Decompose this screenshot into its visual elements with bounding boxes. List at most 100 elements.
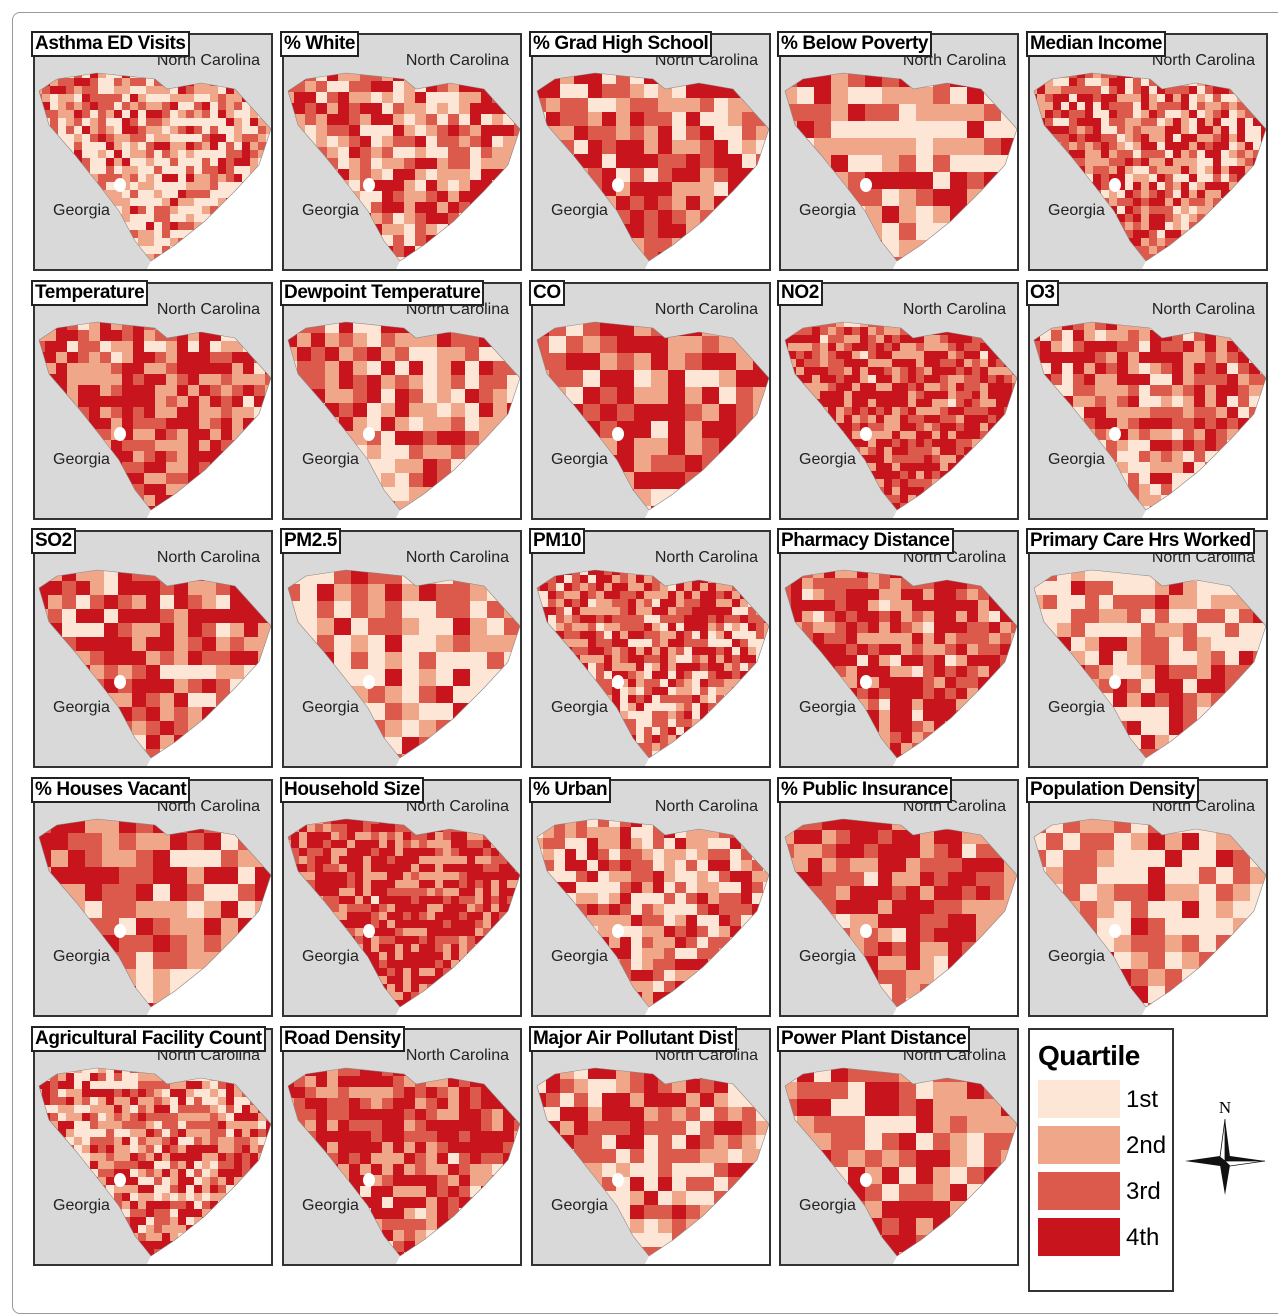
tract — [533, 196, 549, 214]
tract — [1012, 335, 1017, 347]
tract — [90, 749, 108, 765]
tract — [66, 190, 77, 202]
tract — [48, 749, 65, 766]
tract — [1030, 78, 1040, 89]
tract — [836, 511, 848, 518]
tract — [788, 511, 801, 518]
map-panel: North CarolinaGeorgia — [779, 33, 1019, 271]
tract — [836, 503, 850, 516]
north-label: North Carolina — [157, 301, 260, 318]
tract — [788, 423, 799, 435]
tract — [1045, 238, 1055, 248]
tract — [35, 693, 53, 712]
tract — [781, 155, 802, 175]
north-label: North Carolina — [903, 301, 1006, 318]
lake — [114, 675, 126, 689]
tract — [602, 224, 619, 240]
tract — [820, 423, 834, 437]
tract — [50, 166, 60, 179]
tract — [258, 567, 271, 585]
tract — [1053, 246, 1066, 259]
tract — [258, 86, 268, 97]
tract — [634, 353, 653, 372]
tract — [122, 238, 132, 251]
tract — [1085, 190, 1098, 202]
tract — [1062, 418, 1078, 433]
tract — [1101, 246, 1111, 258]
tract — [35, 721, 51, 741]
tract — [546, 224, 565, 240]
tract — [820, 487, 833, 497]
tract — [1030, 182, 1042, 196]
tract — [45, 495, 61, 510]
tract — [35, 735, 53, 753]
tract — [284, 501, 299, 518]
tract — [533, 252, 552, 269]
tract — [74, 254, 86, 264]
tract — [1012, 343, 1017, 357]
south-label: Georgia — [1048, 451, 1105, 468]
tract — [82, 254, 93, 265]
tract — [1253, 78, 1264, 91]
tract — [284, 235, 300, 251]
north-label: North Carolina — [406, 549, 509, 566]
tract — [503, 92, 518, 109]
tract — [796, 431, 807, 442]
tract — [300, 737, 322, 760]
tract — [781, 367, 794, 378]
tract — [804, 487, 817, 497]
tract — [788, 471, 799, 481]
tract — [42, 254, 53, 264]
tract — [82, 222, 95, 233]
tract — [546, 154, 563, 171]
tract — [1245, 78, 1255, 89]
tract — [35, 190, 48, 201]
tract — [89, 495, 105, 511]
tract — [844, 471, 857, 483]
tract — [831, 257, 852, 269]
tract — [1051, 429, 1064, 442]
tract — [305, 180, 320, 195]
tract — [1051, 473, 1065, 488]
tract — [1045, 222, 1055, 232]
tract — [804, 423, 817, 433]
tract — [1037, 238, 1050, 249]
tract — [78, 495, 93, 509]
tract — [162, 70, 175, 84]
tract — [35, 110, 44, 122]
tract — [265, 352, 271, 368]
tract — [836, 471, 847, 482]
tract — [66, 238, 79, 252]
tract — [1077, 222, 1090, 235]
tract — [748, 591, 760, 605]
tract — [284, 473, 301, 490]
tract — [796, 423, 808, 435]
tract — [90, 222, 104, 235]
tract — [35, 150, 45, 163]
tract — [35, 473, 49, 489]
map-panel: North CarolinaGeorgia — [1028, 33, 1268, 271]
tract — [66, 230, 77, 242]
map-panel: North CarolinaGeorgia — [531, 282, 771, 520]
tract — [588, 238, 606, 256]
tract — [692, 567, 703, 577]
tract — [514, 70, 520, 83]
tract — [1101, 238, 1113, 252]
tract — [106, 246, 119, 259]
tract — [1053, 158, 1065, 169]
tract — [98, 262, 110, 269]
tract — [1095, 484, 1108, 498]
tract — [284, 389, 302, 408]
tract — [788, 431, 800, 444]
tract — [334, 737, 355, 760]
tract — [250, 86, 264, 98]
tract — [860, 503, 871, 516]
tract — [50, 230, 63, 240]
tract — [106, 222, 119, 236]
tract — [42, 174, 55, 186]
tract — [781, 407, 793, 419]
tract — [300, 754, 322, 766]
tract — [316, 180, 332, 196]
tract — [1165, 70, 1178, 83]
tract — [732, 575, 743, 587]
